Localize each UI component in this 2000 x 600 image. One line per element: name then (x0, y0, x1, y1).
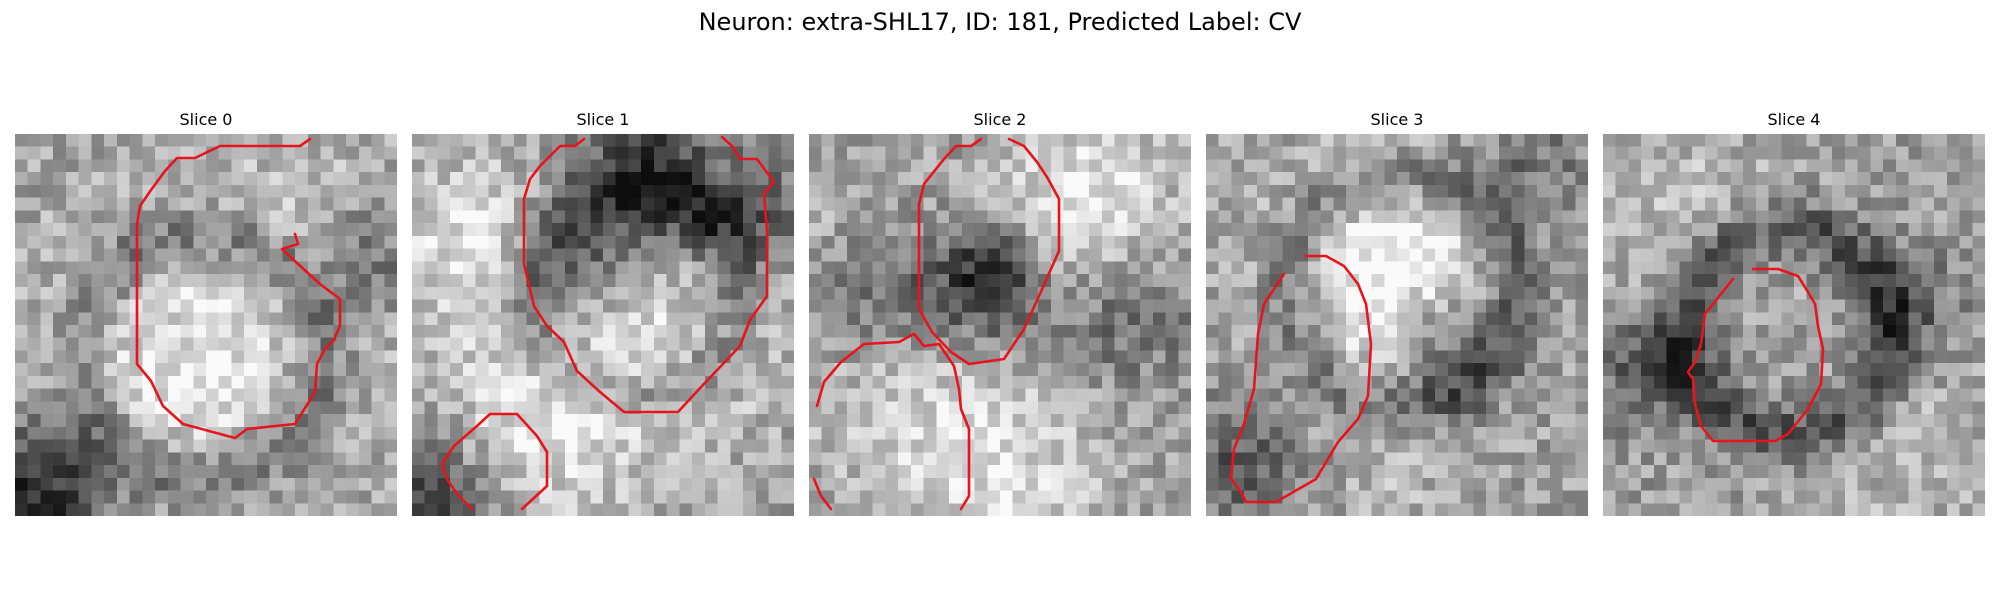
neuron-contour-overlay (440, 135, 776, 511)
neuron-contour-overlay (812, 137, 1061, 511)
panel-title-slice-0: Slice 0 (179, 110, 233, 129)
microscopy-image (1206, 134, 1588, 516)
microscopy-image (15, 134, 397, 516)
figure-title: Neuron: extra-SHL17, ID: 181, Predicted … (698, 8, 1302, 36)
neuron-contour (1229, 254, 1373, 504)
neuron-contour-overlay (1229, 254, 1373, 504)
slice-image-3 (1206, 134, 1588, 516)
neuron-contour (522, 135, 776, 414)
neuron-contour-overlay (1686, 267, 1825, 443)
panel-title-slice-3: Slice 3 (1370, 110, 1424, 129)
neuron-contour (280, 232, 342, 339)
neuron-contour (135, 137, 337, 440)
panel-title-slice-2: Slice 2 (973, 110, 1027, 129)
microscopy-image (1603, 134, 1985, 516)
panel-title-slice-1: Slice 1 (576, 110, 630, 129)
neuron-contour (440, 412, 549, 511)
microscopy-image (412, 134, 794, 516)
microscopy-image (809, 134, 1191, 516)
slice-image-4 (1603, 134, 1985, 516)
neuron-contour-overlay (135, 137, 342, 440)
neuron-contour (1686, 267, 1825, 443)
slice-image-0 (15, 134, 397, 516)
slice-image-2 (809, 134, 1191, 516)
slice-image-1 (412, 134, 794, 516)
neuron-contour (815, 332, 971, 511)
neuron-contour (812, 477, 833, 511)
panel-title-slice-4: Slice 4 (1767, 110, 1821, 129)
neuron-contour (917, 137, 1061, 366)
